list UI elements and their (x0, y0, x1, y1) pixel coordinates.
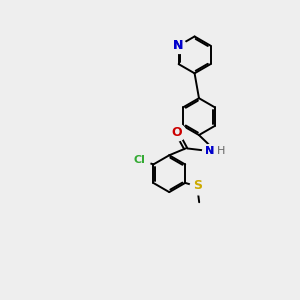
Text: S: S (193, 179, 202, 192)
Text: N: N (173, 39, 184, 52)
Text: O: O (171, 126, 182, 139)
Text: Cl: Cl (134, 155, 146, 165)
Text: N: N (173, 39, 184, 52)
Text: H: H (217, 146, 225, 156)
Text: N: N (205, 146, 214, 156)
Text: N: N (205, 146, 214, 156)
